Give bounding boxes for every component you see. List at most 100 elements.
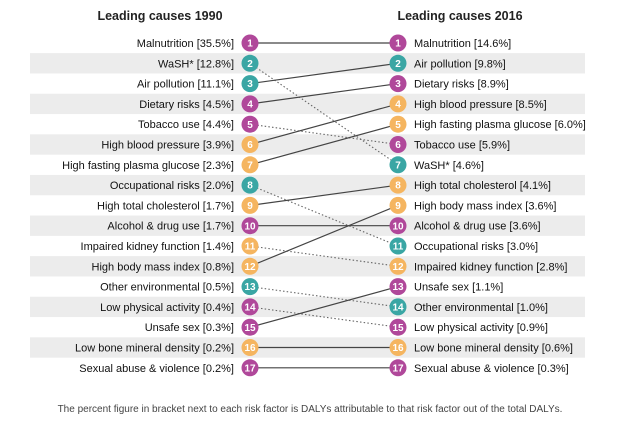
rank-number: 13 — [244, 282, 256, 293]
rank-number: 2 — [395, 59, 401, 70]
risk-factor-label: Impaired kidney function [1.4%] — [81, 241, 234, 253]
rank-badge — [389, 176, 407, 194]
risk-factor-label: Dietary risks [8.9%] — [414, 79, 509, 91]
risk-factor-label: Tobacco use [5.9%] — [414, 140, 510, 152]
risk-factor-label: Low physical activity [0.9%] — [414, 322, 548, 334]
risk-factor-label: Sexual abuse & violence [0.3%] — [414, 363, 569, 375]
rank-number: 7 — [247, 160, 253, 171]
rank-number: 13 — [392, 282, 404, 293]
rank-number: 14 — [392, 303, 404, 314]
risk-factor-label: Alcohol & drug use [3.6%] — [414, 221, 541, 233]
rank-badge — [241, 156, 259, 174]
rank-badge — [241, 237, 259, 255]
risk-factor-label: High blood pressure [8.5%] — [414, 99, 547, 111]
rank-badge — [389, 136, 407, 153]
rank-number: 10 — [392, 221, 404, 232]
connector-line — [249, 245, 399, 267]
connector-line — [249, 184, 399, 247]
connector-line — [249, 204, 399, 267]
row-stripe — [30, 93, 585, 115]
risk-factor-label: WaSH* [4.6%] — [414, 160, 484, 172]
risk-factor-label: Low bone mineral density [0.2%] — [75, 343, 234, 355]
row-stripe — [30, 256, 585, 277]
connector-line — [249, 83, 399, 105]
risk-factor-label: High total cholesterol [1.7%] — [97, 200, 234, 212]
rank-badge — [241, 359, 259, 377]
right-column-2016: 1 Malnutrition [14.6%] 2 Air pollution [9.8… — [389, 34, 586, 377]
rank-number: 9 — [395, 201, 401, 212]
rank-badge — [389, 217, 407, 235]
rank-number: 1 — [395, 39, 401, 50]
rank-badge — [241, 196, 259, 214]
rank-badge — [389, 54, 407, 72]
risk-factor-label: Low physical activity [0.4%] — [100, 302, 234, 314]
rank-badge — [241, 339, 259, 356]
rank-badge — [389, 156, 407, 174]
connector-lines — [249, 42, 399, 369]
rank-number: 16 — [392, 343, 404, 354]
risk-factor-label: Other environmental [0.5%] — [100, 282, 234, 294]
rank-badge — [241, 217, 259, 235]
row-stripe — [30, 174, 585, 196]
rank-badge — [241, 95, 259, 113]
risk-factor-label: High fasting plasma glucose [6.0%] — [414, 119, 586, 131]
risk-factor-label: Low bone mineral density [0.6%] — [414, 343, 573, 355]
rank-number: 7 — [395, 160, 401, 171]
risk-factor-label: Occupational risks [3.0%] — [414, 241, 538, 253]
header-1990: Leading causes 1990 — [97, 9, 222, 23]
risk-factor-label: Air pollution [11.1%] — [137, 79, 234, 91]
rank-badge — [389, 298, 407, 316]
rank-badge — [241, 176, 259, 194]
row-stripe — [30, 53, 585, 74]
rank-badge — [241, 115, 259, 133]
risk-factor-label: Other environmental [1.0%] — [414, 302, 548, 314]
rank-badge — [241, 298, 259, 316]
rank-badge — [241, 136, 259, 153]
rank-number: 15 — [244, 323, 256, 334]
risk-factor-label: Alcohol & drug use [1.7%] — [107, 221, 234, 233]
rank-number: 4 — [247, 100, 253, 111]
risk-factor-label: High body mass index [3.6%] — [414, 200, 556, 212]
rank-badge — [389, 75, 407, 93]
rank-number: 8 — [247, 181, 253, 192]
rank-number: 12 — [392, 262, 404, 273]
risk-factor-label: Impaired kidney function [2.8%] — [414, 261, 567, 273]
rank-number: 5 — [395, 120, 401, 131]
rank-badge — [389, 359, 407, 377]
row-stripes — [30, 53, 585, 358]
rank-number: 4 — [395, 100, 401, 111]
rank-number: 2 — [247, 59, 253, 70]
rank-number: 6 — [395, 140, 401, 151]
rank-number: 11 — [393, 242, 404, 253]
footnote: The percent figure in bracket next to ea… — [58, 404, 563, 415]
risk-factor-label: High body mass index [0.8%] — [92, 261, 234, 273]
risk-factor-label: High total cholesterol [4.1%] — [414, 180, 551, 192]
rank-badge — [241, 278, 259, 296]
rank-badge — [389, 34, 407, 52]
rank-badge — [389, 95, 407, 113]
rank-number: 8 — [395, 181, 401, 192]
rank-badge — [241, 318, 259, 336]
rank-number: 15 — [392, 323, 404, 334]
connector-line — [249, 286, 399, 328]
rank-badge — [389, 257, 407, 275]
connector-line — [249, 123, 399, 146]
risk-factor-label: Dietary risks [4.5%] — [139, 99, 234, 111]
risk-factor-label: High blood pressure [3.9%] — [101, 140, 234, 152]
rank-number: 17 — [392, 363, 404, 374]
risk-factor-label: Sexual abuse & violence [0.2%] — [79, 363, 234, 375]
row-stripe — [30, 134, 585, 155]
rank-number: 6 — [247, 140, 253, 151]
risk-factor-label: Air pollution [9.8%] — [414, 58, 506, 70]
connector-line — [249, 286, 399, 308]
risk-factor-label: High fasting plasma glucose [2.3%] — [62, 160, 234, 172]
rank-number: 16 — [244, 343, 256, 354]
risk-factor-label: Malnutrition [35.5%] — [137, 38, 234, 50]
connector-line — [249, 123, 399, 166]
rank-badge — [241, 34, 259, 52]
rank-number: 1 — [247, 39, 253, 50]
left-column-1990: 1 Malnutrition [35.5%] 2 WaSH* [12.8%] 3 Air … — [62, 34, 259, 377]
rank-number: 17 — [244, 363, 256, 374]
rank-number: 5 — [247, 120, 253, 131]
